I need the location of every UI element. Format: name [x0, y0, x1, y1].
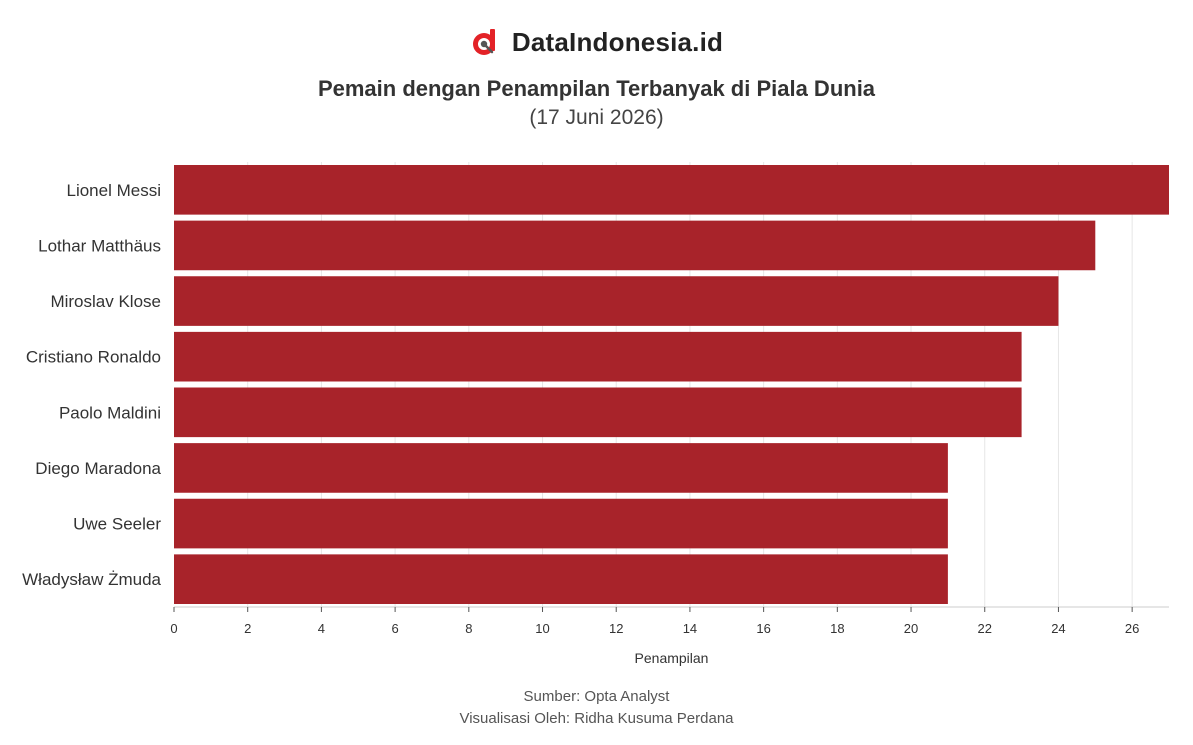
bar-4 [174, 387, 1022, 438]
chart-title: Pemain dengan Penampilan Terbanyak di Pi… [317, 76, 876, 101]
x-tick-label-8: 16 [756, 621, 770, 636]
x-tick-label-1: 2 [244, 621, 251, 636]
x-tick-label-13: 26 [1125, 621, 1139, 636]
category-label-2: Miroslav Klose [50, 292, 161, 311]
bar-1 [174, 220, 1096, 271]
category-label-6: Uwe Seeler [73, 515, 161, 534]
x-tick-label-5: 10 [535, 621, 549, 636]
category-label-1: Lothar Matthäus [38, 236, 161, 255]
category-label-7: Władysław Żmuda [22, 570, 161, 589]
x-tick-label-11: 22 [978, 621, 992, 636]
credit-note: Visualisasi Oleh: Ridha Kusuma Perdana [459, 710, 734, 727]
category-label-5: Diego Maradona [35, 459, 161, 478]
x-tick-label-0: 0 [170, 621, 177, 636]
x-axis-title: Penampilan [635, 650, 709, 666]
bar-6 [174, 498, 948, 549]
brand-name: DataIndonesia.id [511, 26, 724, 57]
category-label-3: Cristiano Ronaldo [26, 348, 161, 367]
bar-2 [174, 276, 1059, 326]
x-tick-label-3: 6 [391, 621, 398, 636]
dataindonesia-logo-icon [472, 29, 495, 55]
bar-0 [174, 165, 1169, 215]
x-tick-label-6: 12 [609, 621, 623, 636]
bar-5 [174, 443, 948, 493]
chart-subtitle: (17 Juni 2026) [529, 106, 664, 129]
bar-3 [174, 331, 1022, 382]
category-label-0: Lionel Messi [67, 181, 162, 200]
brand-header: DataIndonesia.id [0, 26, 1193, 58]
bar-7 [174, 554, 948, 604]
x-tick-label-9: 18 [830, 621, 844, 636]
source-note: Sumber: Opta Analyst [523, 688, 670, 705]
x-tick-label-10: 20 [904, 621, 918, 636]
x-tick-label-7: 14 [683, 621, 697, 636]
x-tick-label-12: 24 [1051, 621, 1065, 636]
x-tick-label-2: 4 [318, 621, 325, 636]
category-label-4: Paolo Maldini [59, 403, 161, 422]
bar-chart: Lionel Messi Lothar Matthäus Miroslav Klos… [22, 162, 1169, 666]
x-tick-label-4: 8 [465, 621, 472, 636]
